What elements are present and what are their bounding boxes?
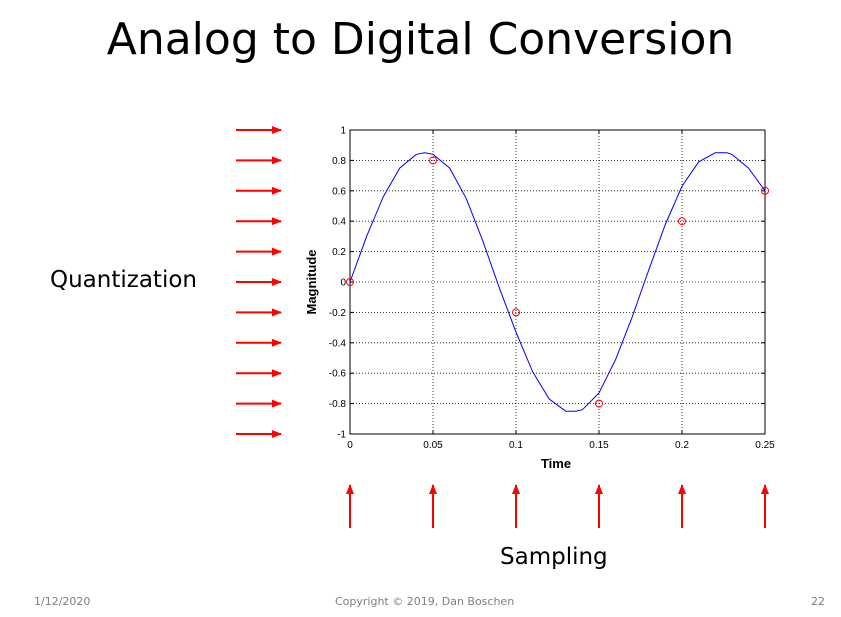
x-tick-label: 0.15: [589, 440, 609, 451]
y-tick-label: -0.2: [329, 308, 347, 319]
sample-markers: [346, 156, 769, 408]
page-number: 22: [811, 595, 825, 608]
tick-marks: [349, 129, 766, 435]
x-tick-label: 0.25: [755, 440, 775, 451]
footer-date: 1/12/2020: [34, 595, 91, 608]
y-tick-label: -1: [337, 430, 346, 441]
sample-point: [595, 399, 603, 408]
grid: [350, 130, 765, 434]
sample-point: [761, 186, 769, 195]
series: [350, 152, 765, 412]
y-tick-label: 1: [340, 126, 346, 137]
tick-labels: 0 0.05 0.1 0.15 0.2 0.25 1 0.8 0.6 0.4 0.2 0 -0.2 -0.…: [329, 126, 775, 452]
analog-signal-line: [350, 152, 765, 412]
y-tick-label: 0.2: [332, 247, 346, 258]
quantization-label: Quantization: [50, 267, 197, 293]
sampling-label: Sampling: [500, 544, 608, 570]
footer-copyright: Copyright © 2019, Dan Boschen: [335, 595, 515, 608]
sample-point: [346, 278, 354, 286]
x-tick-label: 0.1: [509, 440, 523, 451]
sample-point: [429, 156, 437, 165]
x-axis-label: Time: [541, 456, 571, 471]
x-tick-label: 0: [347, 440, 353, 451]
arrows: [236, 126, 769, 528]
y-tick-label: 0.6: [332, 186, 346, 197]
x-tick-label: 0.2: [675, 440, 689, 451]
y-tick-label: -0.6: [329, 369, 347, 380]
y-tick-label: -0.4: [329, 338, 347, 349]
slide-title: Analog to Digital Conversion: [106, 14, 735, 65]
sample-point: [678, 217, 686, 226]
y-axis-label: Magnitude: [304, 250, 319, 315]
y-tick-label: 0: [340, 278, 346, 289]
y-tick-label: 0.4: [332, 217, 346, 228]
y-tick-label: 0.8: [332, 156, 346, 167]
x-tick-label: 0.05: [423, 440, 443, 451]
sample-point: [512, 308, 520, 317]
y-tick-label: -0.8: [329, 399, 347, 410]
